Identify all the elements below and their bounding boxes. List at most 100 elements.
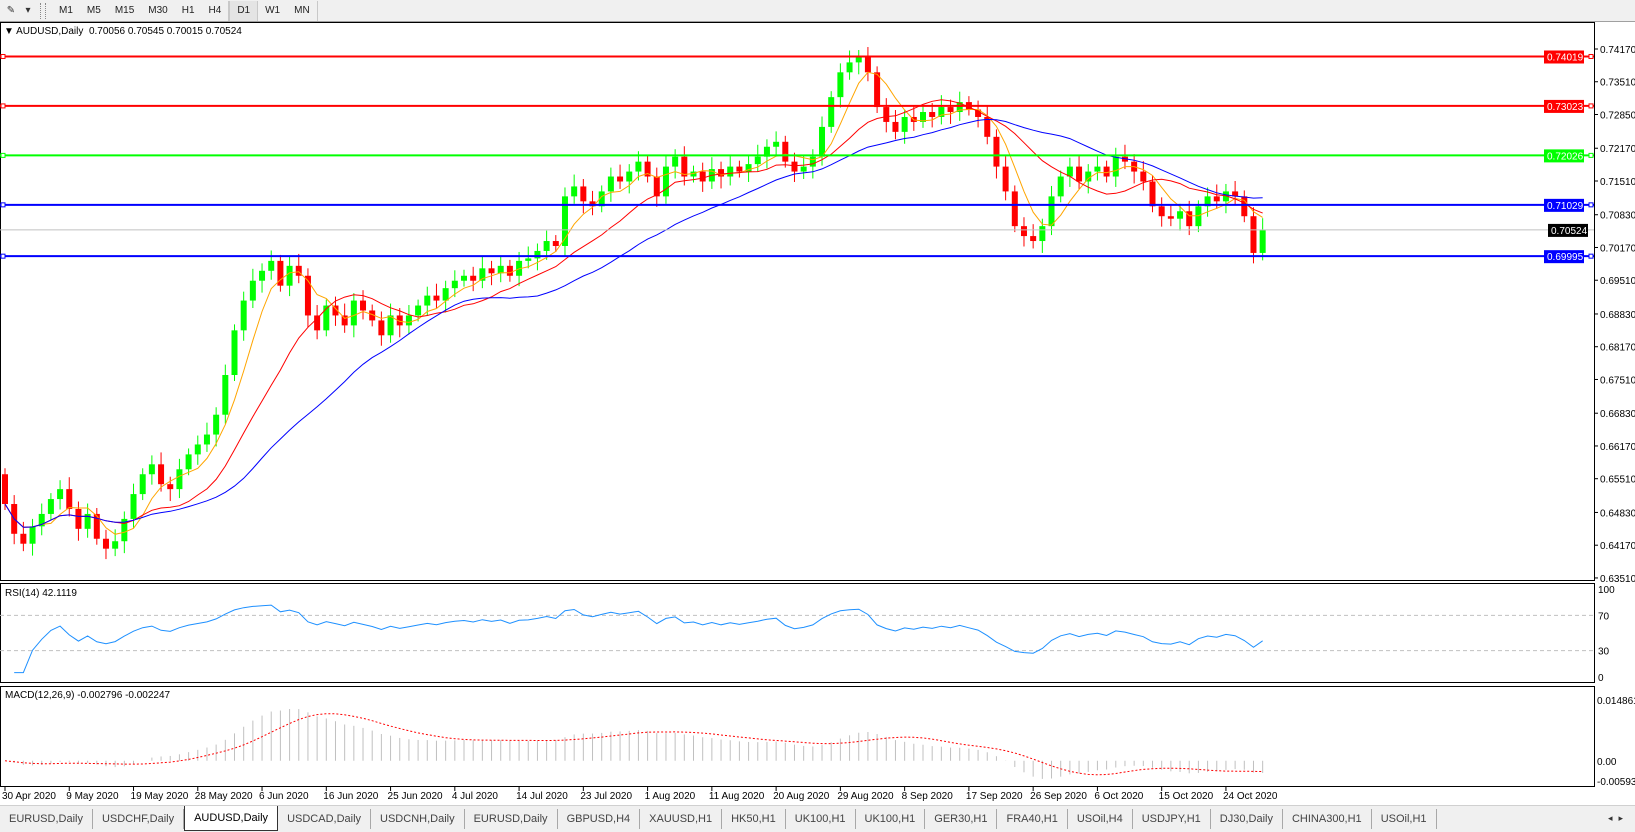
candle-body [938, 107, 945, 117]
candle [1002, 156, 1009, 201]
chart-tab[interactable]: GBPUSD,H4 [558, 809, 641, 829]
candle [203, 422, 210, 452]
timeframe-m15-button[interactable]: M15 [114, 4, 135, 16]
candle-body [148, 464, 155, 475]
candle [102, 529, 109, 560]
macd-tick-label: 0.014861 [1597, 696, 1635, 707]
candle [800, 154, 807, 180]
timeframe-m1-button[interactable]: M1 [59, 4, 73, 16]
chart-tab[interactable]: USOil,H4 [1068, 809, 1133, 829]
chart-tab[interactable]: GER30,H1 [925, 809, 998, 829]
scroll-right-icon[interactable]: ▸ [1618, 813, 1629, 823]
timeframe-w1-button[interactable]: W1 [265, 4, 281, 16]
candle-body [598, 191, 605, 207]
chart-tab[interactable]: USDCNH,Daily [371, 809, 465, 829]
candle [993, 129, 1000, 179]
y-tick-label: 0.70830 [1600, 211, 1635, 222]
timeframe-m30-button[interactable]: M30 [148, 4, 168, 16]
collapse-arrow-icon[interactable]: ▼ [4, 26, 14, 37]
candle-body [1186, 211, 1193, 227]
timeframe-m5-button[interactable]: M5 [86, 4, 101, 16]
candle-body [167, 484, 174, 490]
chart-tab[interactable]: AUDUSD,Daily [184, 806, 279, 831]
candle [1057, 170, 1064, 203]
level-label-bg [1544, 250, 1584, 264]
candle [837, 63, 844, 108]
timeframe-mn-button[interactable]: MN [294, 4, 310, 16]
tab-scroll-arrows[interactable]: ◂▸ [1608, 806, 1635, 824]
chart-tab[interactable]: USOil,H1 [1372, 809, 1437, 829]
candle-body [1140, 171, 1147, 182]
candle-body [470, 275, 477, 281]
timeframe-h1-button[interactable]: H1 [181, 4, 195, 16]
candle [1259, 218, 1266, 261]
chart-tab[interactable]: DJ30,Daily [1211, 809, 1283, 829]
rsi-frame [0, 583, 1595, 683]
candle-body [1103, 166, 1110, 177]
candle [580, 179, 587, 214]
candle [57, 480, 64, 510]
chart-tab[interactable]: USDJPY,H1 [1133, 809, 1211, 829]
candle-body [112, 541, 119, 549]
candle [222, 364, 229, 424]
chart-tab[interactable]: UK100,H1 [856, 809, 926, 829]
candle-body [552, 241, 559, 246]
chart-tab[interactable]: HK50,H1 [722, 809, 786, 829]
candle-body [57, 489, 64, 500]
candle [360, 290, 367, 320]
candle-body [662, 166, 669, 197]
candle-body [681, 156, 688, 177]
timeframe-h4-button[interactable]: H4 [208, 4, 222, 16]
candle-body [699, 171, 706, 182]
macd-panel[interactable]: 0.014861 0.00 -0.00593 30 Apr 2020 9 May 202… [0, 686, 1635, 806]
dropdown-arrow-icon[interactable]: ▾ [25, 5, 31, 16]
scroll-left-icon[interactable]: ◂ [1607, 813, 1619, 823]
toolbar-separator [316, 0, 318, 21]
chart-tab[interactable]: EURUSD,Daily [0, 809, 93, 829]
candle [66, 477, 73, 517]
candle-body [314, 315, 321, 331]
candle-body [1112, 156, 1119, 177]
chart-tab[interactable]: CHINA300,H1 [1283, 809, 1372, 829]
price-chart[interactable]: 0.74170 0.73510 0.72850 0.72170 0.71510 0.708… [0, 21, 1635, 583]
toolbar-grip[interactable] [40, 2, 46, 19]
candle-body [93, 513, 100, 539]
moving-average-line [4, 118, 1263, 528]
candle-body [727, 166, 734, 177]
candle [791, 152, 798, 182]
rsi-tick-label: 30 [1598, 647, 1610, 658]
rsi-panel[interactable]: 100 70 30 0 [0, 583, 1635, 685]
candle [277, 254, 284, 292]
x-tick-label: 6 Jun 2020 [259, 791, 309, 802]
timeframe-d1-button[interactable]: D1 [229, 0, 259, 21]
x-tick-label: 16 Jun 2020 [323, 791, 378, 802]
candle [139, 468, 146, 501]
candle [984, 105, 991, 145]
candle-body [20, 533, 27, 544]
candle-body [1259, 230, 1266, 253]
candle-body [1057, 176, 1064, 197]
candle-body [249, 280, 256, 301]
candle [148, 455, 155, 485]
draw-tool-icon[interactable]: ✎ [6, 5, 16, 16]
chart-tab[interactable]: EURUSD,Daily [465, 809, 558, 829]
macd-tick-label: -0.00593 [1597, 777, 1635, 788]
x-tick-label: 6 Oct 2020 [1094, 791, 1143, 802]
candle-body [782, 141, 789, 162]
timeframe-list: M1 M5 M15 M30 H1 H4 D1 W1 MN [52, 0, 318, 21]
candle-body [1039, 226, 1046, 242]
chart-tab[interactable]: UK100,H1 [786, 809, 856, 829]
level-label-bg [1544, 50, 1584, 64]
candle [617, 164, 624, 189]
candle-body [653, 176, 660, 197]
candle [29, 518, 36, 556]
candle [672, 149, 679, 179]
x-tick-label: 11 Aug 2020 [709, 791, 765, 802]
chart-tab[interactable]: USDCHF,Daily [93, 809, 185, 829]
chart-tab[interactable]: XAUUSD,H1 [640, 809, 723, 829]
chart-tab[interactable]: USDCAD,Daily [278, 809, 372, 829]
candle [314, 305, 321, 340]
candle [185, 448, 192, 476]
chart-tab[interactable]: FRA40,H1 [997, 809, 1068, 829]
candle-body [809, 156, 816, 167]
